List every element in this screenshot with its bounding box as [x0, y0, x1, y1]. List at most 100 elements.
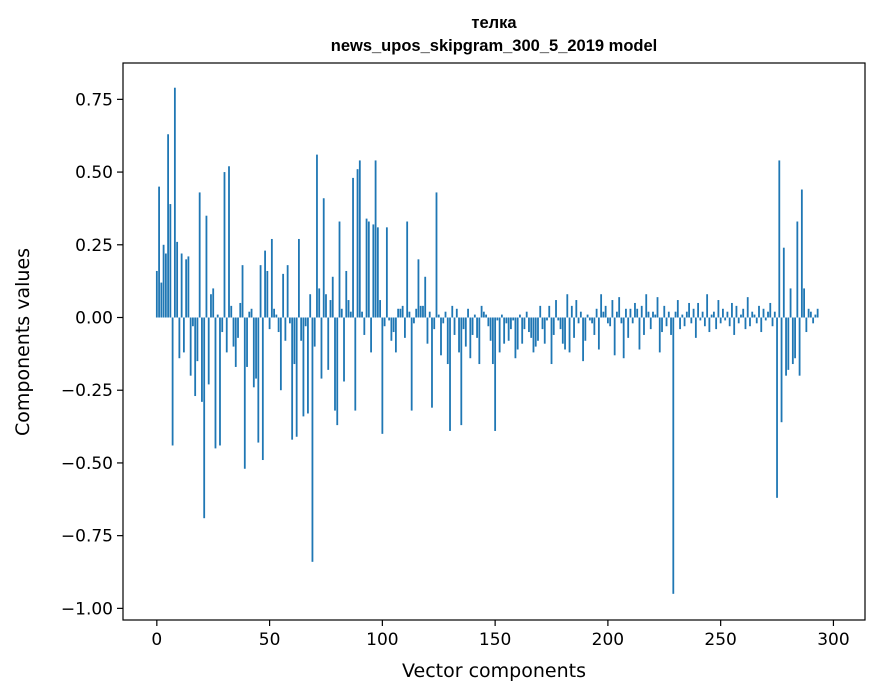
bar	[180, 253, 183, 318]
bar	[742, 308, 745, 318]
bar	[645, 294, 648, 318]
bar	[250, 308, 253, 318]
bar	[212, 288, 215, 318]
bar	[198, 192, 201, 318]
bar	[816, 308, 819, 318]
bar	[584, 317, 587, 341]
y-tick-label: −0.50	[61, 454, 113, 474]
bar	[491, 317, 494, 365]
bar	[216, 314, 219, 318]
bar	[656, 297, 659, 318]
bar	[512, 317, 515, 321]
bar	[419, 305, 422, 318]
bar	[462, 317, 465, 330]
bar	[205, 215, 208, 318]
bar	[679, 317, 681, 330]
bar	[284, 317, 287, 341]
bar	[158, 186, 160, 318]
bar	[446, 317, 449, 365]
bar	[376, 227, 379, 318]
bar	[388, 317, 391, 321]
bar	[597, 317, 600, 350]
bar	[176, 241, 179, 318]
bar	[279, 317, 282, 391]
bar	[347, 300, 350, 318]
bar	[259, 265, 262, 318]
bar	[548, 305, 551, 318]
x-tick-label: 150	[479, 630, 511, 650]
bar	[440, 317, 442, 356]
bar	[593, 317, 596, 335]
bar	[422, 305, 424, 318]
bar	[304, 317, 307, 327]
bar	[767, 311, 769, 318]
bar	[643, 317, 645, 335]
bar	[564, 317, 566, 350]
bar	[690, 317, 693, 324]
bar	[654, 314, 657, 318]
bar	[726, 311, 729, 318]
bar	[169, 204, 172, 318]
bar	[588, 317, 591, 321]
bar	[661, 317, 663, 333]
bar	[476, 317, 478, 338]
bar	[392, 317, 395, 333]
bar	[552, 317, 555, 335]
bar	[755, 317, 758, 324]
bar	[740, 314, 742, 318]
bar	[482, 311, 485, 318]
bar	[316, 154, 318, 318]
bar	[379, 300, 381, 318]
bar	[665, 317, 668, 327]
bar	[575, 300, 578, 318]
bar	[225, 317, 228, 353]
x-axis: 0 50 100 150 200 250 300	[151, 620, 850, 650]
y-tick-label: 0.75	[75, 90, 113, 110]
bar	[796, 221, 799, 318]
bar	[753, 314, 756, 318]
bar	[800, 189, 803, 318]
bar	[327, 317, 330, 370]
bar	[268, 317, 271, 330]
bar	[489, 317, 492, 341]
x-axis-label: Vector components	[402, 660, 586, 682]
bar	[760, 317, 763, 333]
bar	[164, 253, 167, 318]
bar	[286, 265, 289, 318]
bar	[433, 317, 436, 330]
bar	[187, 256, 190, 318]
bar	[631, 317, 634, 324]
bar	[444, 311, 447, 318]
bar	[239, 302, 242, 318]
bar	[805, 317, 808, 333]
bar	[663, 305, 666, 318]
bar	[744, 317, 747, 330]
bar	[480, 305, 483, 318]
bar	[485, 314, 487, 318]
bar	[812, 317, 815, 324]
bar	[559, 317, 562, 330]
bar	[602, 311, 605, 318]
bar	[160, 282, 163, 318]
bar	[451, 305, 454, 318]
bar	[415, 308, 418, 318]
bar	[791, 317, 794, 365]
bar	[758, 305, 760, 318]
bar	[514, 317, 517, 359]
x-tick-label: 250	[704, 630, 736, 650]
bar	[647, 311, 650, 318]
bar	[185, 259, 188, 318]
bar	[406, 221, 409, 318]
bar	[618, 297, 621, 318]
bar	[566, 294, 569, 318]
bar	[173, 87, 176, 318]
x-tick-label: 0	[151, 630, 162, 650]
bar	[349, 311, 352, 318]
bar	[591, 317, 593, 324]
bar	[437, 314, 440, 318]
bar	[318, 288, 321, 318]
bar	[769, 302, 772, 318]
bar	[622, 317, 625, 359]
bar	[460, 317, 463, 426]
bar	[771, 317, 774, 327]
